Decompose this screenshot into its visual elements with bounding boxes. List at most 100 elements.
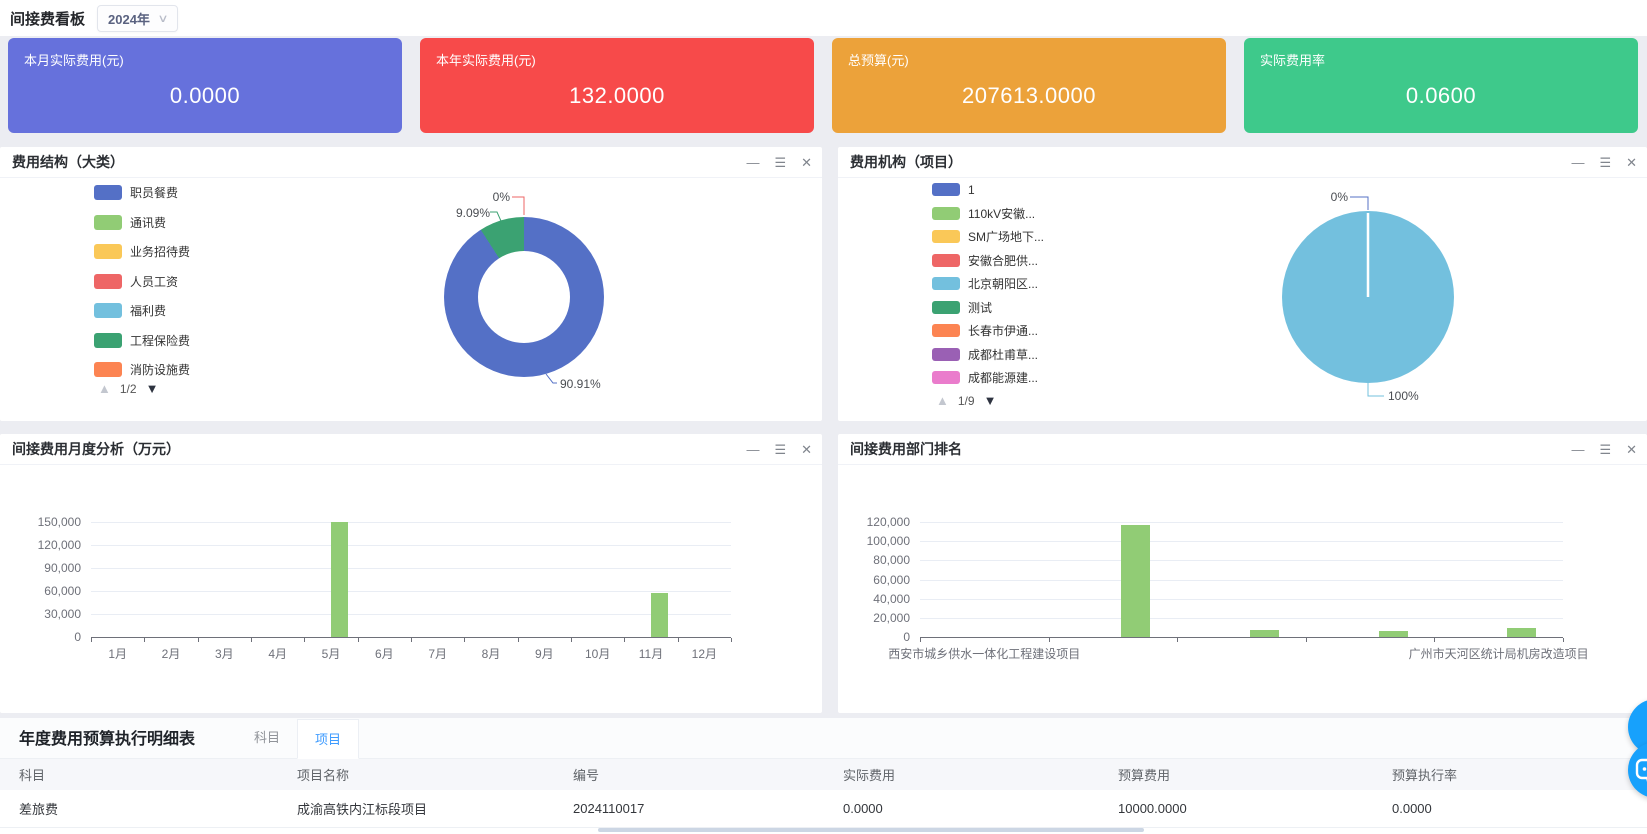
pie-label: 9.09%: [455, 206, 490, 220]
bar: [1507, 628, 1537, 637]
y-axis-tick-label: 80,000: [873, 553, 910, 568]
legend-swatch: [932, 253, 960, 267]
minimize-icon[interactable]: —: [1571, 441, 1585, 457]
y-axis-tick-label: 40,000: [873, 591, 910, 606]
legend-item[interactable]: 职员餐费: [94, 178, 190, 208]
legend-item[interactable]: 长春市伊通...: [932, 319, 1044, 343]
pie-legend: 职员餐费 通讯费 业务招待费人员工资福利费工程保险费 消防设施费: [94, 178, 190, 385]
table-cell: 成渝高铁内江标段项目: [297, 802, 428, 817]
chat-bot-button[interactable]: [1628, 742, 1647, 798]
x-axis-tick: [197, 638, 199, 642]
legend-label: 福利费: [130, 304, 167, 319]
kpi-row: 本月实际费用(元) 0.0000 本年实际费用(元) 132.0000 总预算(元) 20…: [8, 38, 1647, 133]
gridline: [91, 568, 731, 569]
x-axis-tick: [920, 638, 921, 642]
kpi-value: 0.0000: [169, 83, 241, 108]
menu-icon[interactable]: ☰: [1599, 441, 1612, 457]
legend-item[interactable]: 测试: [932, 296, 1044, 320]
legend-item[interactable]: 福利费: [94, 296, 190, 326]
close-icon[interactable]: ✕: [1626, 441, 1637, 457]
x-axis-category-label: 5月: [321, 647, 341, 661]
legend-label: 成都杜甫草...: [968, 347, 1039, 362]
legend-swatch: [94, 244, 122, 260]
pie-chart[interactable]: [1282, 211, 1454, 383]
year-select[interactable]: 2024年 ∨: [97, 4, 178, 32]
y-axis-tick-label: 30,000: [44, 607, 81, 621]
menu-icon[interactable]: ☰: [774, 441, 787, 457]
legend-label: 成都能源建...: [968, 371, 1039, 386]
kpi-label: 本年实际费用(元): [436, 53, 536, 68]
panel-title: 费用结构（大类）: [12, 154, 124, 170]
legend-item[interactable]: 1: [932, 178, 1044, 202]
legend-item[interactable]: 北京朝阳区...: [932, 272, 1044, 296]
top-bar: 间接费看板 2024年 ∨: [0, 0, 1647, 36]
x-axis-category-label: 9月: [534, 647, 554, 661]
legend-item[interactable]: 安徽合肥供...: [932, 249, 1044, 273]
table-cell: 差旅费: [19, 802, 59, 817]
pie-label: 100%: [1388, 389, 1419, 403]
y-axis-tick-label: 120,000: [866, 515, 910, 529]
page-down-icon[interactable]: ▼: [983, 393, 997, 408]
x-axis-category-label: 7月: [428, 647, 447, 661]
tab-项目[interactable]: 项目: [297, 719, 360, 759]
menu-icon[interactable]: ☰: [1599, 154, 1612, 170]
minimize-icon[interactable]: —: [746, 441, 760, 457]
x-axis-category-label: 6月: [374, 647, 394, 661]
floating-button-top[interactable]: [1628, 699, 1647, 755]
page-indicator: 1/2: [119, 381, 137, 396]
minimize-icon[interactable]: —: [1571, 154, 1585, 170]
menu-icon[interactable]: ☰: [774, 154, 787, 170]
horizontal-scrollbar-thumb[interactable]: [598, 828, 1144, 832]
y-axis-tick-label: 60,000: [44, 584, 81, 598]
legend-label: 长春市伊通...: [968, 324, 1039, 339]
table-cell: 0.0000: [1392, 801, 1432, 816]
legend-label: 测试: [968, 300, 993, 315]
x-axis-category-label: 11月: [638, 647, 664, 661]
legend-swatch: [932, 300, 960, 314]
y-axis-tick-label: 0: [74, 630, 81, 644]
bar: [1121, 524, 1151, 637]
legend-item[interactable]: SM广场地下...: [932, 225, 1044, 249]
column-header: 编号: [573, 768, 600, 783]
close-icon[interactable]: ✕: [801, 441, 812, 457]
x-axis-category-label: 西安市城乡供水一体化工程建设项目: [888, 647, 1081, 661]
legend-item[interactable]: 通讯费: [94, 208, 190, 238]
y-axis-tick-label: 20,000: [873, 610, 910, 625]
x-axis-tick: [1434, 638, 1436, 642]
legend-item[interactable]: 业务招待费: [94, 237, 190, 267]
y-axis-tick-label: 0: [903, 630, 910, 644]
donut-chart[interactable]: [444, 217, 604, 377]
table-cell: 0.0000: [843, 801, 883, 816]
gridline: [920, 617, 1563, 619]
legend-item[interactable]: 110kV安徽...: [932, 202, 1044, 226]
legend-item[interactable]: 成都杜甫草...: [932, 343, 1044, 367]
close-icon[interactable]: ✕: [1626, 154, 1637, 170]
page-up-icon[interactable]: ▲: [98, 381, 111, 396]
kpi-label: 总预算(元): [848, 53, 909, 68]
legend-item[interactable]: 消防设施费: [94, 355, 190, 385]
x-axis-category-label: 4月: [268, 647, 287, 661]
legend-item[interactable]: 人员工资: [94, 267, 190, 297]
tab-科目[interactable]: 科目: [254, 730, 281, 745]
x-axis-category-label: 2月: [161, 647, 181, 661]
page-down-icon[interactable]: ▼: [145, 381, 159, 396]
monthly-bar-chart: 0 30,000 60,000 90,000 120,000 150,000 1月 2月 3月 4…: [0, 465, 822, 713]
legend-item[interactable]: 工程保险费: [94, 326, 190, 356]
x-axis-tick: [677, 638, 679, 642]
legend-item[interactable]: 成都能源建...: [932, 366, 1044, 390]
legend-swatch: [94, 273, 122, 289]
legend-swatch: [932, 183, 960, 197]
minimize-icon[interactable]: —: [746, 154, 760, 170]
page-up-icon[interactable]: ▲: [936, 393, 949, 408]
column-header: 项目名称: [297, 768, 350, 783]
table-tabs: 科目 项目: [237, 718, 360, 759]
table-row[interactable]: 差旅费 成渝高铁内江标段项目 2024110017 0.0000 10000.0000 0…: [0, 790, 1647, 828]
x-axis-tick: [1305, 638, 1307, 642]
pie-label: 0%: [492, 190, 510, 204]
kpi-label: 本月实际费用(元): [24, 53, 124, 68]
table-cell: 2024110017: [573, 801, 645, 816]
legend-label: 人员工资: [130, 274, 179, 289]
ranking-bar-chart: 0 20,000 40,000 60,000 80,000 100,000 120,000 西…: [838, 465, 1647, 713]
column-header: 实际费用: [843, 768, 896, 783]
close-icon[interactable]: ✕: [801, 154, 812, 170]
